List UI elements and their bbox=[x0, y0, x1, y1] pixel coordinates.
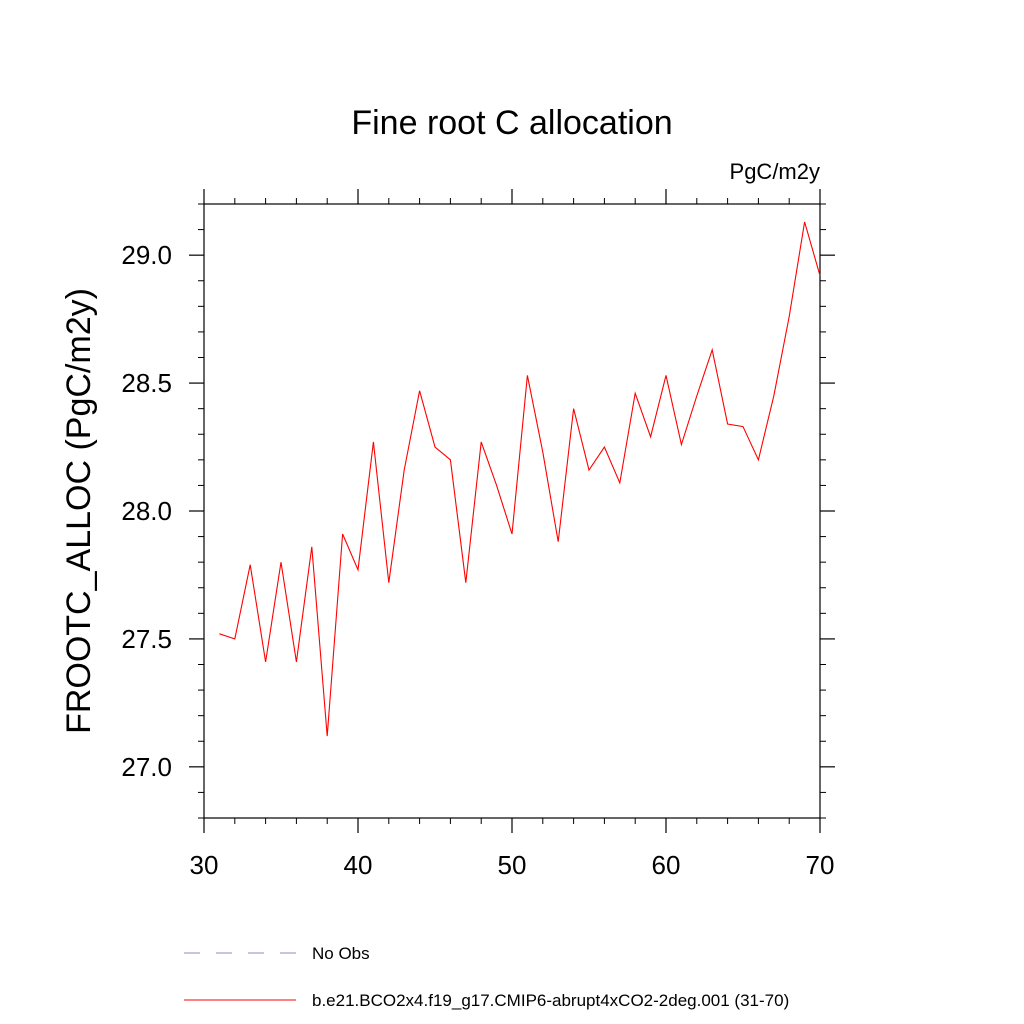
plot-frame bbox=[203, 203, 821, 819]
y-tick-label: 28.0 bbox=[121, 496, 172, 526]
y-tick-label: 27.0 bbox=[121, 752, 172, 782]
x-tick-label: 60 bbox=[652, 850, 681, 880]
x-tick-label: 70 bbox=[806, 850, 835, 880]
x-tick-label: 40 bbox=[344, 850, 373, 880]
legend-label-no-obs: No Obs bbox=[312, 944, 370, 963]
legend: No Obs b.e21.BCO2x4.f19_g17.CMIP6-abrupt… bbox=[184, 944, 789, 1010]
series-layer bbox=[219, 221, 821, 737]
y-tick-label: 29.0 bbox=[121, 240, 172, 270]
legend-label-model: b.e21.BCO2x4.f19_g17.CMIP6-abrupt4xCO2-2… bbox=[312, 991, 789, 1010]
units-label: PgC/m2y bbox=[730, 159, 820, 184]
series-line bbox=[219, 221, 821, 737]
chart-title: Fine root C allocation bbox=[351, 104, 672, 142]
x-tick-label: 50 bbox=[498, 850, 527, 880]
y-axis-label: FROOTC_ALLOC (PgC/m2y) bbox=[60, 288, 98, 734]
y-tick-label: 28.5 bbox=[121, 368, 172, 398]
plot-axes: 30 40 50 60 70 27.0 27.5 28.0 28.5 29.0 bbox=[121, 189, 835, 880]
x-tick-label: 30 bbox=[190, 850, 219, 880]
y-tick-label: 27.5 bbox=[121, 624, 172, 654]
